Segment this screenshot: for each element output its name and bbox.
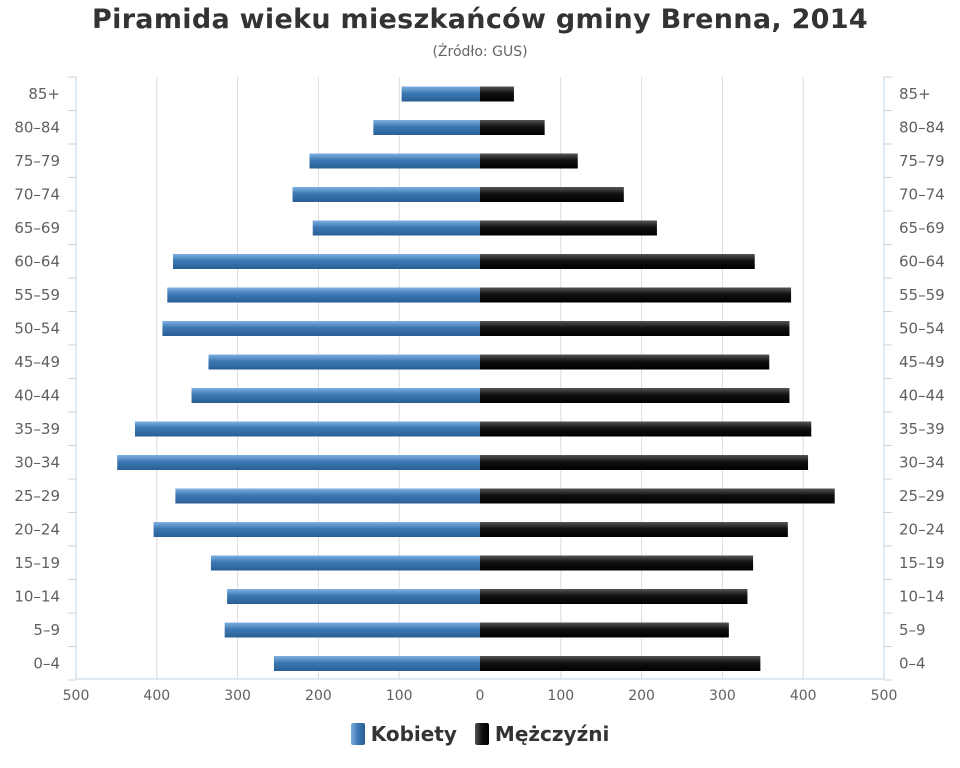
y-tick-label-right: 40–44 xyxy=(899,387,945,405)
y-tick-label-left: 70–74 xyxy=(14,186,60,204)
legend-swatch-female xyxy=(350,723,365,745)
gridlines xyxy=(156,77,804,679)
y-tick-label-right: 70–74 xyxy=(899,186,945,204)
bar-female xyxy=(153,522,480,537)
y-tick-label-right: 80–84 xyxy=(899,119,945,137)
legend-item-female[interactable]: Kobiety xyxy=(350,722,457,746)
bar-male xyxy=(480,153,578,169)
bar-female xyxy=(292,187,480,202)
y-tick-label-left: 30–34 xyxy=(14,454,60,472)
x-tick-label: 400 xyxy=(143,688,170,704)
bar-female xyxy=(191,388,480,403)
bar-female xyxy=(401,86,480,102)
x-tick-label: 300 xyxy=(224,688,251,704)
bar-female xyxy=(172,254,480,269)
bar-female xyxy=(224,622,480,638)
legend-label-female: Kobiety xyxy=(370,722,457,746)
bar-female xyxy=(273,656,480,671)
x-tick-label: 100 xyxy=(547,688,574,704)
y-tick-label-left: 25–29 xyxy=(14,487,60,505)
bar-male xyxy=(480,388,790,403)
bar-male xyxy=(480,421,812,437)
y-tick-label-left: 15–19 xyxy=(14,554,60,572)
x-tick-label: 200 xyxy=(628,688,655,704)
y-tick-label-right: 75–79 xyxy=(899,152,945,170)
x-tick-label: 100 xyxy=(386,688,413,704)
bar-female xyxy=(117,455,480,470)
y-tick-label-right: 45–49 xyxy=(899,353,945,371)
bar-male xyxy=(480,555,754,571)
y-tick-label-right: 65–69 xyxy=(899,219,945,237)
bars xyxy=(117,86,835,671)
bar-female xyxy=(210,555,480,571)
y-tick-label-left: 40–44 xyxy=(14,387,60,405)
y-tick-label-left: 45–49 xyxy=(14,353,60,371)
legend: Kobiety Mężczyźni xyxy=(0,722,960,746)
bar-female xyxy=(227,589,480,604)
bar-male xyxy=(480,120,545,135)
bar-female xyxy=(162,321,480,336)
y-tick-label-left: 35–39 xyxy=(14,420,60,438)
y-tick-label-right: 5–9 xyxy=(899,621,926,639)
bar-male xyxy=(480,656,761,671)
y-tick-label-left: 5–9 xyxy=(33,621,60,639)
bar-male xyxy=(480,488,835,504)
legend-swatch-male xyxy=(474,723,489,745)
y-tick-label-right: 25–29 xyxy=(899,487,945,505)
y-tick-label-right: 30–34 xyxy=(899,454,945,472)
y-tick-label-right: 55–59 xyxy=(899,286,945,304)
bar-female xyxy=(175,488,480,504)
bar-female xyxy=(167,287,480,303)
y-tick-label-left: 65–69 xyxy=(14,219,60,237)
y-tick-label-left: 75–79 xyxy=(14,152,60,170)
bar-female xyxy=(312,220,480,236)
y-tick-label-right: 15–19 xyxy=(899,554,945,572)
chart-title: Piramida wieku mieszkańców gminy Brenna,… xyxy=(92,4,868,35)
y-tick-label-left: 80–84 xyxy=(14,119,60,137)
bar-male xyxy=(480,254,755,269)
bar-male xyxy=(480,354,770,370)
x-tick-label: 500 xyxy=(63,688,90,704)
x-tick-label: 300 xyxy=(709,688,736,704)
y-tick-label-right: 85+ xyxy=(899,85,931,103)
bar-male xyxy=(480,321,790,336)
x-tick-label: 400 xyxy=(790,688,817,704)
bar-male xyxy=(480,522,788,537)
bar-male xyxy=(480,187,624,202)
y-tick-label-left: 60–64 xyxy=(14,253,60,271)
y-tick-label-right: 20–24 xyxy=(899,521,945,539)
bar-female xyxy=(208,354,480,370)
x-tick-label: 500 xyxy=(871,688,898,704)
y-tick-label-right: 10–14 xyxy=(899,588,945,606)
y-tick-label-left: 55–59 xyxy=(14,286,60,304)
bar-male xyxy=(480,220,657,236)
bar-male xyxy=(480,287,792,303)
x-tick-label: 200 xyxy=(305,688,332,704)
bar-female xyxy=(373,120,480,135)
y-tick-label-left: 50–54 xyxy=(14,320,60,338)
bar-male xyxy=(480,86,514,102)
y-tick-label-right: 50–54 xyxy=(899,320,945,338)
bar-male xyxy=(480,622,729,638)
y-tick-label-left: 85+ xyxy=(28,85,60,103)
legend-label-male: Mężczyźni xyxy=(494,722,610,746)
y-tick-label-left: 10–14 xyxy=(14,588,60,606)
y-tick-label-right: 60–64 xyxy=(899,253,945,271)
y-tick-label-right: 0–4 xyxy=(899,655,926,673)
chart-subtitle: (Źródło: GUS) xyxy=(432,44,528,60)
axes: 500 400 300 200 100 0 100 200 300 400 500 85+ 85+ 80–… xyxy=(14,76,945,704)
bar-male xyxy=(480,455,809,470)
legend-item-male[interactable]: Mężczyźni xyxy=(474,722,610,746)
bar-male xyxy=(480,589,748,604)
y-tick-label-right: 35–39 xyxy=(899,420,945,438)
bar-female xyxy=(309,153,480,169)
bar-female xyxy=(134,421,480,437)
y-tick-label-left: 0–4 xyxy=(33,655,60,673)
x-tick-label: 0 xyxy=(476,688,485,704)
y-tick-label-left: 20–24 xyxy=(14,521,60,539)
